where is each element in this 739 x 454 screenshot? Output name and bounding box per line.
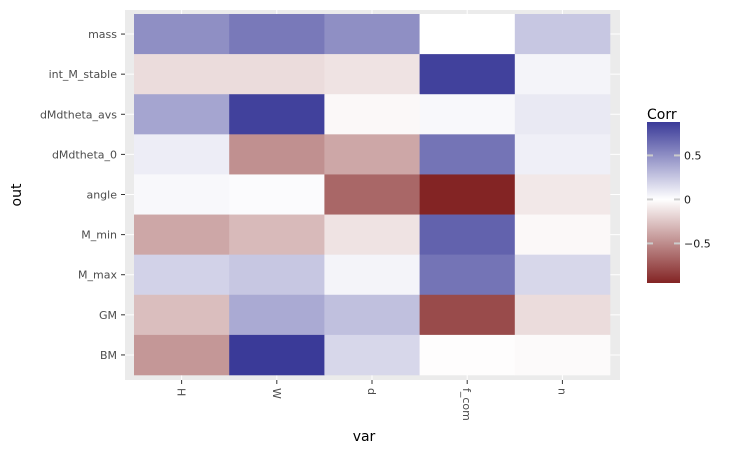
x-tick-label: W	[270, 388, 283, 399]
y-tick-label: dMdtheta_avs	[40, 108, 117, 121]
heatmap-cell	[419, 94, 516, 135]
heatmap-cell	[324, 14, 420, 55]
heatmap-cell	[419, 214, 516, 255]
y-tick-label: BM	[100, 349, 117, 362]
heatmap-cell	[229, 54, 325, 95]
heatmap-cell	[134, 54, 230, 95]
heatmap-cell	[229, 134, 325, 175]
heatmap-cell	[514, 134, 611, 175]
x-tick-label: f_com	[460, 388, 473, 421]
heatmap-cell	[134, 254, 230, 296]
legend-tick-label: −0.5	[684, 237, 711, 250]
x-tick-label: H	[175, 388, 188, 396]
heatmap-cell	[324, 54, 420, 95]
heatmap-cell	[134, 14, 230, 55]
heatmap-cell	[134, 134, 230, 175]
legend-tick-label: 0.5	[684, 149, 702, 162]
legend-title: Corr	[647, 107, 677, 123]
heatmap-cell	[324, 294, 420, 336]
heatmap-cell	[514, 254, 611, 296]
heatmap-cell	[514, 94, 611, 135]
heatmap-cell	[229, 14, 325, 55]
y-tick-label: mass	[88, 28, 117, 41]
legend: Corr 0.5 0 −0.5	[647, 107, 711, 283]
heatmap-cell	[324, 174, 420, 215]
y-tick-label: GM	[99, 309, 117, 322]
heatmap-cell	[419, 294, 516, 336]
heatmap-cell	[419, 54, 516, 95]
heatmap-cell	[229, 334, 325, 376]
heatmap-cell	[229, 94, 325, 135]
heatmap-cell	[419, 174, 516, 215]
heatmap-cell	[419, 134, 516, 175]
heatmap-cell	[419, 334, 516, 376]
heatmap-cell	[324, 254, 420, 296]
heatmap-cell	[324, 214, 420, 255]
y-tick-label: M_max	[78, 269, 117, 282]
heatmap-cell	[229, 254, 325, 296]
heatmap-cell	[514, 334, 611, 376]
y-tick-label: int_M_stable	[49, 68, 118, 81]
heatmap-cell	[134, 334, 230, 376]
x-tick-label: n	[555, 388, 568, 395]
heatmap-cell	[514, 214, 611, 255]
legend-ticks: 0.5 0 −0.5	[647, 149, 711, 250]
y-tick-label: dMdtheta_0	[52, 148, 117, 161]
heatmap-cell	[514, 174, 611, 215]
heatmap-cell	[514, 54, 611, 95]
heatmap-cells	[134, 14, 611, 376]
heatmap-cell	[324, 334, 420, 376]
y-tick-label: angle	[86, 189, 117, 202]
heatmap-cell	[134, 294, 230, 336]
heatmap-cell	[419, 14, 516, 55]
heatmap-cell	[324, 134, 420, 175]
legend-colorbar	[647, 122, 680, 283]
x-tick-label: d	[365, 388, 378, 395]
heatmap-cell	[229, 214, 325, 255]
heatmap-cell	[514, 14, 611, 55]
heatmap-cell	[134, 214, 230, 255]
x-axis-title: var	[353, 429, 376, 445]
y-axis-title: out	[9, 183, 25, 206]
legend-tick-label: 0	[684, 193, 691, 206]
y-axis-ticks: mass int_M_stable dMdtheta_avs dMdtheta_0an…	[40, 28, 125, 362]
heatmap-cell	[134, 94, 230, 135]
heatmap-cell	[514, 294, 611, 336]
heatmap-cell	[419, 254, 516, 296]
y-tick-label: M_min	[81, 229, 117, 242]
heatmap-cell	[134, 174, 230, 215]
heatmap-cell	[324, 94, 420, 135]
heatmap-cell	[229, 294, 325, 336]
heatmap-cell	[229, 174, 325, 215]
